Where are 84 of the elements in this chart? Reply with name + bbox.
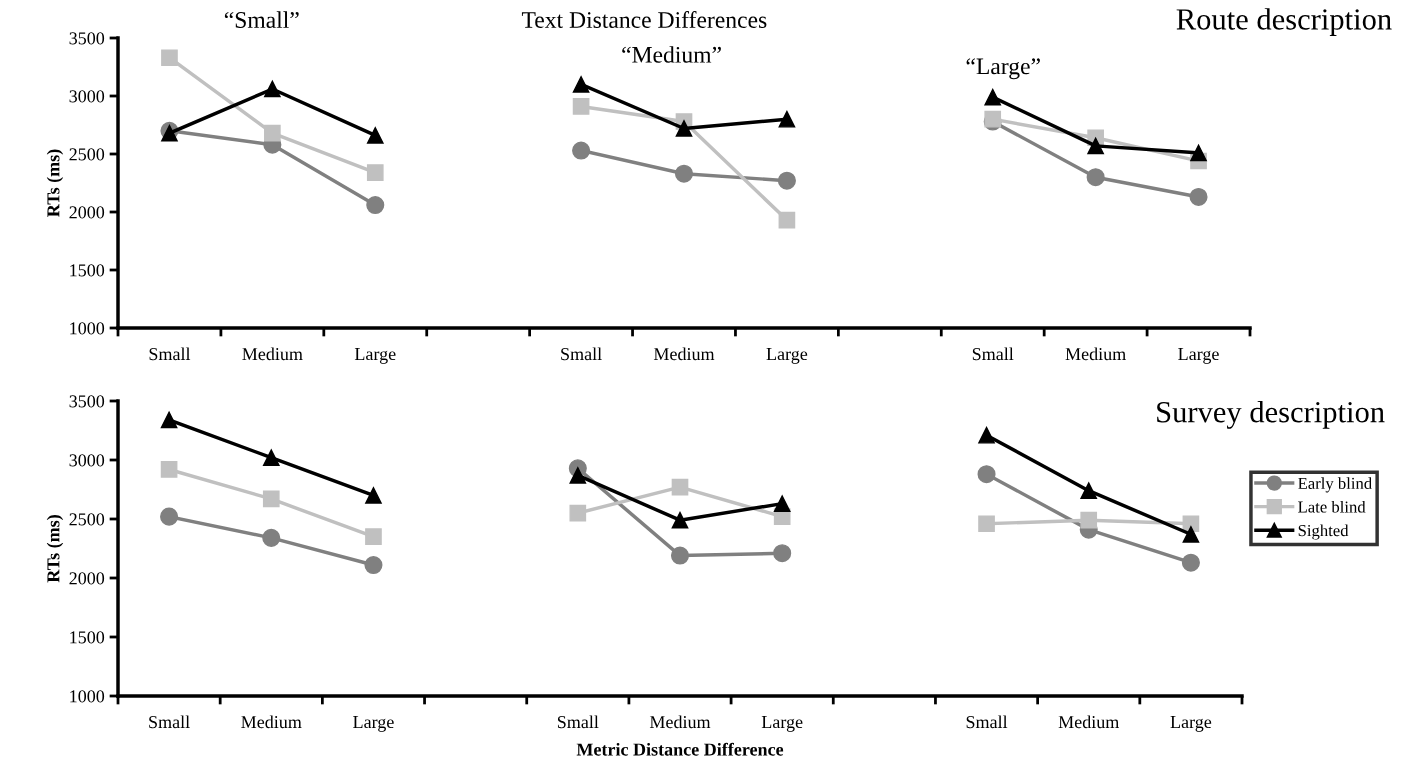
point	[366, 127, 384, 144]
x-tick-label: Medium	[241, 715, 302, 729]
point	[161, 49, 178, 67]
x-tick-label: Large	[766, 348, 808, 364]
point	[1182, 526, 1200, 543]
point	[262, 449, 280, 466]
y-tick-label: 2500	[69, 513, 105, 526]
point	[671, 478, 689, 496]
point	[674, 164, 694, 183]
y-tick-label: 1000	[70, 322, 105, 335]
point	[569, 504, 587, 522]
point	[670, 546, 690, 565]
point	[365, 528, 382, 546]
x-tick-label: Medium	[1058, 715, 1120, 729]
point	[773, 544, 792, 563]
x-tick-label: Small	[972, 347, 1014, 361]
y-tick-label: 1500	[70, 264, 105, 277]
point	[264, 80, 281, 98]
y-axis-title: RTs (ms)	[46, 149, 64, 217]
point	[160, 411, 178, 429]
point	[1080, 511, 1098, 529]
point	[671, 511, 689, 529]
point	[572, 76, 590, 93]
point	[773, 495, 791, 512]
text: Route description	[1176, 8, 1392, 36]
y-tick-label: 2500	[69, 148, 105, 161]
point	[365, 487, 382, 504]
point	[1087, 137, 1104, 155]
x-tick-label: Medium	[649, 715, 711, 729]
x-tick-label: Small	[966, 715, 1008, 729]
y-tick-label: 3500	[69, 395, 105, 408]
chart-title: Text Distance Differences	[521, 11, 767, 28]
text: “Small”	[224, 11, 299, 28]
point	[1080, 482, 1098, 500]
y-tick-label: 1000	[70, 690, 105, 703]
y-tick-label: 1500	[70, 631, 105, 644]
x-tick-label: Large	[1170, 716, 1212, 732]
point	[262, 490, 280, 508]
point	[160, 507, 179, 526]
x-tick-label: Medium	[653, 347, 715, 361]
point	[572, 98, 590, 115]
point	[778, 110, 796, 128]
x-tick-label: Large	[354, 348, 396, 364]
point	[1181, 553, 1200, 572]
y-tick-label: 2000	[69, 206, 105, 219]
point	[1190, 144, 1207, 162]
point	[1189, 187, 1208, 206]
x-tick-label: Small	[149, 715, 190, 729]
point	[675, 120, 693, 137]
x-tick-label: Large	[761, 716, 803, 732]
point	[1086, 168, 1105, 187]
legend-label: Late blind	[1298, 500, 1366, 513]
x-tick-label: Medium	[242, 347, 303, 361]
point	[264, 124, 281, 142]
point	[569, 467, 587, 484]
point	[777, 171, 796, 190]
x-tick-label: Large	[1178, 348, 1219, 364]
annotation: Survey description	[1157, 400, 1385, 429]
point	[572, 141, 591, 160]
x-tick-label: Small	[557, 715, 599, 729]
point	[366, 164, 384, 181]
point	[978, 426, 995, 444]
y-axis-title: RTs (ms)	[46, 515, 64, 583]
point	[160, 461, 178, 478]
annotation: “Large”	[966, 58, 1040, 80]
point	[978, 515, 995, 533]
y-tick-label: 3000	[69, 454, 105, 467]
annotation: “Medium”	[622, 46, 721, 63]
x-axis-title: Metric Distance Difference	[576, 742, 784, 756]
point	[366, 196, 385, 215]
point	[778, 211, 796, 229]
y-tick-label: 2000	[69, 572, 105, 585]
point	[977, 465, 996, 484]
y-tick-label: 3000	[69, 90, 105, 103]
x-tick-label: Large	[353, 716, 394, 732]
point	[262, 528, 281, 547]
y-tick-label: 3500	[69, 32, 105, 45]
point	[364, 555, 383, 575]
x-tick-label: Medium	[1065, 347, 1126, 361]
x-tick-label: Small	[149, 347, 191, 361]
point	[984, 88, 1002, 106]
legend-label: Early blind	[1298, 477, 1372, 493]
x-tick-label: Small	[561, 347, 602, 361]
legend-label: Sighted	[1298, 524, 1349, 540]
